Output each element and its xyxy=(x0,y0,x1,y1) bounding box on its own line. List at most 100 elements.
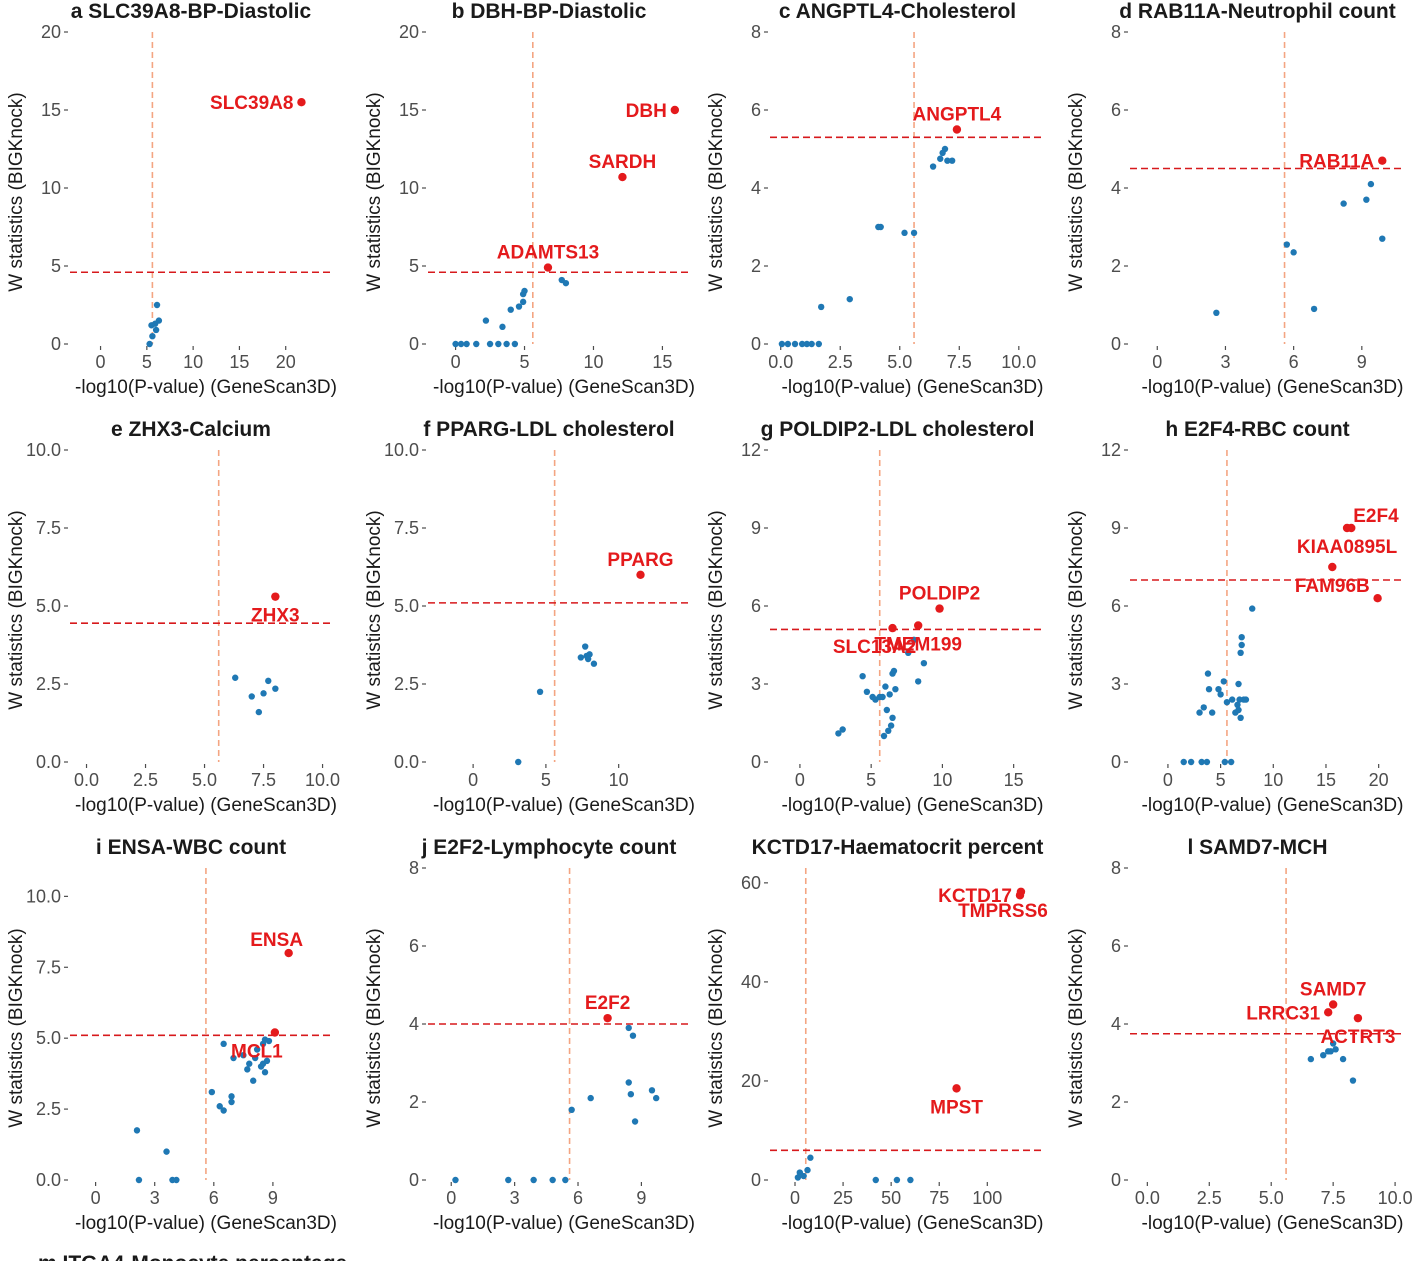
x-tick-label: 9 xyxy=(268,1188,278,1208)
x-tick-label: 0 xyxy=(96,352,106,372)
y-tick-label: 4 xyxy=(1111,1014,1121,1034)
data-point xyxy=(577,654,585,661)
data-point xyxy=(452,1176,459,1184)
data-point xyxy=(803,340,811,348)
gene-label: E2F2 xyxy=(585,993,630,1014)
data-point xyxy=(263,1057,271,1065)
data-point xyxy=(582,643,589,650)
y-tick-label: 4 xyxy=(751,178,761,198)
highlight-point xyxy=(618,172,627,182)
x-tick-label: 15 xyxy=(652,352,672,372)
panel-title: b DBH-BP-Diastolic xyxy=(452,0,647,23)
panel-3: c ANGPTL4-Cholesterol 0 2 4 6 8 0.0 2.5 5.0 7.5 10… xyxy=(706,0,1045,398)
x-tick-label: 15 xyxy=(229,352,249,372)
gene-label: ANGPTL4 xyxy=(913,105,1002,126)
highlight-point xyxy=(935,604,944,613)
panel-title: g POLDIP2-LDL cholesterol xyxy=(761,418,1035,441)
data-point xyxy=(800,1172,807,1180)
panel-title: h E2F4-RBC count xyxy=(1165,418,1349,441)
data-point xyxy=(1234,701,1241,708)
data-point xyxy=(887,722,895,729)
x-tick-label: 10 xyxy=(609,770,629,790)
data-point xyxy=(901,229,908,237)
panel-2: b DBH-BP-Diastolic 0 5 10 15 20 0 5 10 15 -log10(P… xyxy=(364,0,695,398)
y-axis-title: W statistics (BIGKnock) xyxy=(706,510,727,710)
data-point xyxy=(883,706,891,714)
gene-label: PPARG xyxy=(607,550,673,571)
data-point xyxy=(562,279,570,287)
data-point xyxy=(163,1148,170,1155)
data-point xyxy=(1204,670,1212,677)
data-point xyxy=(625,1024,632,1032)
y-axis-title: W statistics (BIGKnock) xyxy=(706,92,727,292)
data-point xyxy=(1320,1052,1327,1059)
data-point xyxy=(505,1176,512,1184)
data-point xyxy=(1217,691,1224,698)
data-point xyxy=(1238,641,1245,649)
y-tick-label: 2 xyxy=(409,1092,419,1112)
data-point xyxy=(1237,649,1244,656)
panel-title: e ZHX3-Calcium xyxy=(111,418,271,441)
data-point xyxy=(452,340,459,348)
data-point xyxy=(244,1066,251,1073)
data-point xyxy=(173,1176,180,1184)
y-tick-label: 3 xyxy=(1111,674,1121,694)
y-tick-label: 10.0 xyxy=(26,886,61,906)
data-point xyxy=(521,287,528,295)
data-point xyxy=(880,732,888,740)
data-point xyxy=(232,674,239,681)
data-point xyxy=(257,1063,265,1070)
data-point xyxy=(1242,696,1250,703)
x-axis-title: -log10(P-value) (GeneScan3D) xyxy=(433,377,695,398)
panel-10: j E2F2-Lymphocyte count 0 2 4 6 8 0 3 6 9 -log10(P… xyxy=(364,836,695,1234)
x-tick-label: 10 xyxy=(932,770,952,790)
x-tick-label: 6 xyxy=(209,1188,219,1208)
y-tick-label: 5.0 xyxy=(394,596,419,616)
y-tick-label: 0 xyxy=(751,334,761,354)
y-tick-label: 2.5 xyxy=(36,674,61,694)
data-point xyxy=(893,1176,901,1184)
x-tick-label: 5.0 xyxy=(1259,1188,1284,1208)
data-point xyxy=(1203,758,1211,766)
data-point xyxy=(228,1093,235,1100)
y-tick-label: 0 xyxy=(751,752,761,772)
gene-label: KCTD17 xyxy=(938,886,1012,907)
y-tick-label: 0 xyxy=(1111,1170,1121,1190)
data-point xyxy=(882,683,889,690)
y-tick-label: 12 xyxy=(741,440,761,460)
data-point xyxy=(778,340,786,348)
y-tick-label: 2 xyxy=(1111,1092,1121,1112)
x-tick-label: 0 xyxy=(446,1188,456,1208)
data-point xyxy=(1340,200,1347,207)
data-point xyxy=(1283,241,1291,248)
data-point xyxy=(629,1032,637,1039)
x-tick-label: 0 xyxy=(451,352,461,372)
data-point xyxy=(568,1106,575,1114)
x-tick-label: 10 xyxy=(583,352,603,372)
data-point xyxy=(948,157,956,164)
gene-label: KIAA0895L xyxy=(1297,537,1398,558)
data-point xyxy=(807,1154,814,1161)
panel-title: d RAB11A-Neutrophil count xyxy=(1119,0,1396,23)
data-point xyxy=(155,317,163,324)
data-point xyxy=(872,1176,879,1184)
panel-11: KCTD17-Haematocrit percent 0 20 40 60 0 25 50 75… xyxy=(706,836,1048,1234)
data-point xyxy=(272,685,279,692)
highlight-point xyxy=(270,1028,280,1037)
y-tick-label: 6 xyxy=(1111,936,1121,956)
data-point xyxy=(260,690,267,697)
x-axis-title: -log10(P-value) (GeneScan3D) xyxy=(782,1213,1044,1234)
y-tick-label: 60 xyxy=(741,873,761,893)
data-point xyxy=(1249,605,1256,612)
data-point xyxy=(536,688,544,695)
y-axis-title: W statistics (BIGKnock) xyxy=(1066,928,1087,1128)
y-tick-label: 6 xyxy=(409,936,419,956)
data-point xyxy=(220,1040,227,1048)
y-tick-label: 6 xyxy=(1111,100,1121,120)
data-point xyxy=(246,1060,253,1067)
panel-title: a SLC39A8-BP-Diastolic xyxy=(71,0,312,23)
data-point xyxy=(937,155,944,162)
data-point xyxy=(914,678,922,685)
data-point xyxy=(265,677,272,685)
data-point xyxy=(1227,758,1235,766)
